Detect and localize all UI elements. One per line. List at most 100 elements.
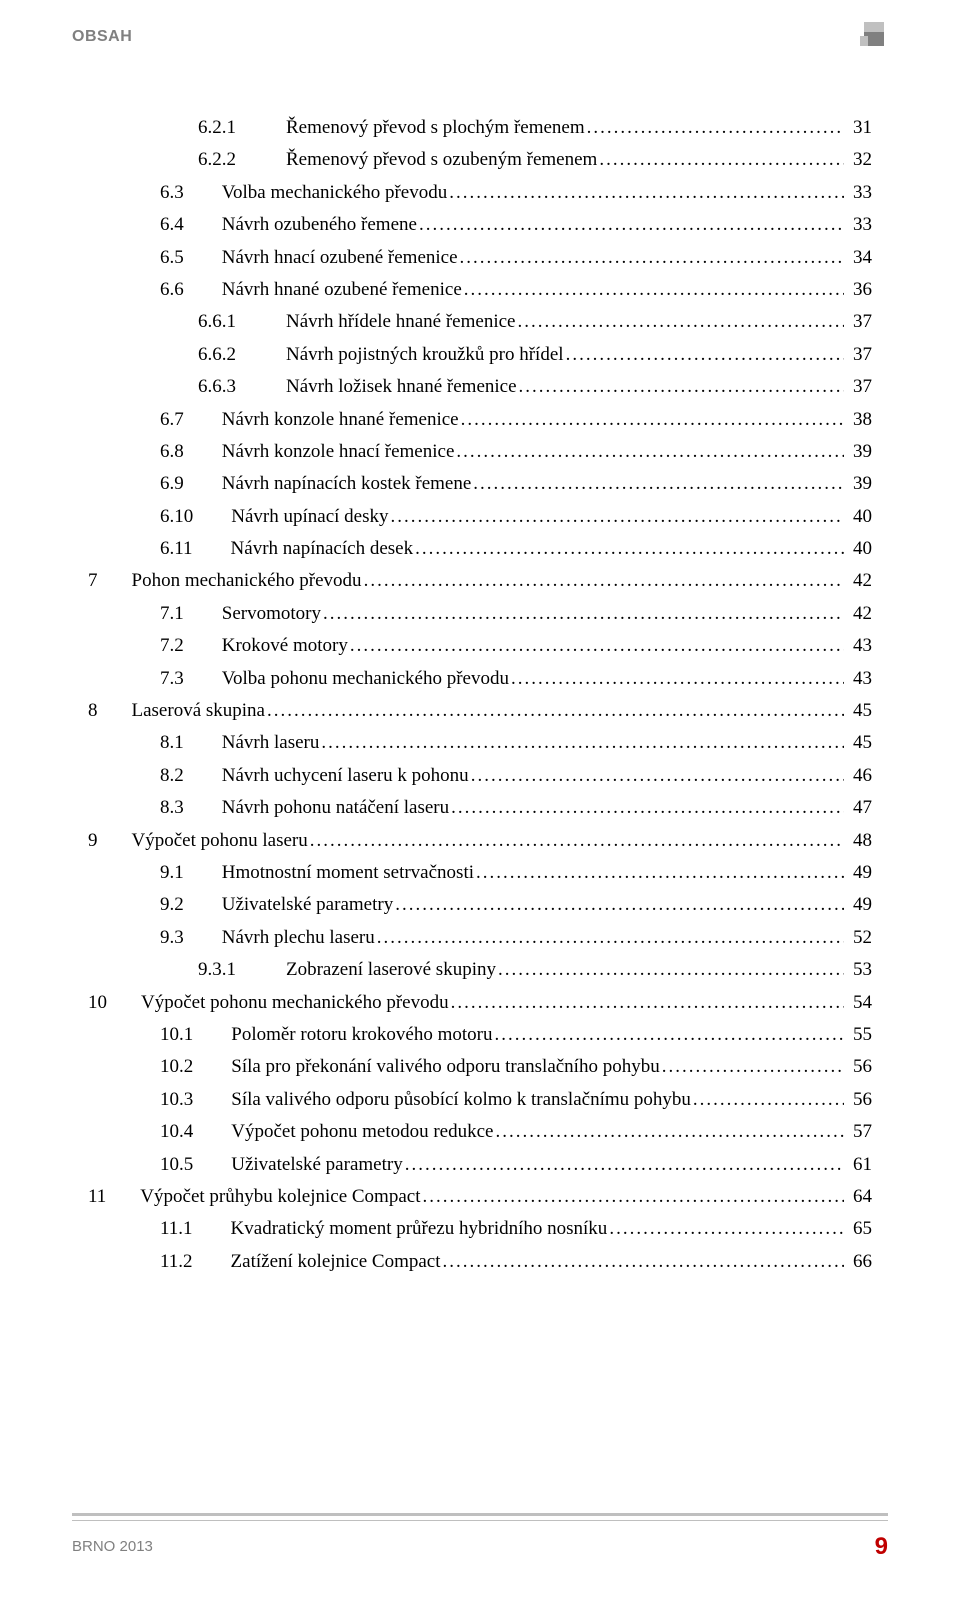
toc-entry-page: 54 bbox=[844, 993, 872, 1012]
toc-entry-title: Návrh uchycení laseru k pohonu bbox=[222, 766, 469, 785]
toc-entry-leader bbox=[607, 1219, 844, 1238]
toc-entry-title: Servomotory bbox=[222, 604, 321, 623]
toc-entry-page: 37 bbox=[844, 312, 872, 331]
toc-entry-page: 34 bbox=[844, 248, 872, 267]
toc-entry-title: Návrh upínací desky bbox=[231, 507, 388, 526]
toc-entry-title: Návrh ložisek hnané řemenice bbox=[286, 377, 517, 396]
toc-entry-number: 6.8 bbox=[160, 442, 184, 461]
toc-entry: 6.6Návrh hnané ozubené řemenice36 bbox=[88, 280, 872, 299]
toc-entry-number: 9.3.1 bbox=[198, 960, 236, 979]
toc-entry-leader bbox=[471, 474, 844, 493]
toc-entry-number: 7.2 bbox=[160, 636, 184, 655]
toc-entry-number: 10.5 bbox=[160, 1155, 193, 1174]
toc-entry-number: 9.1 bbox=[160, 863, 184, 882]
toc-entry: 11Výpočet průhybu kolejnice Compact64 bbox=[88, 1187, 872, 1206]
toc-entry-leader bbox=[509, 669, 844, 688]
toc-entry-leader bbox=[362, 571, 844, 590]
toc-entry-leader bbox=[441, 1252, 844, 1271]
toc-entry: 8.1 Návrh laseru 45 bbox=[88, 733, 872, 752]
toc-entry-page: 66 bbox=[844, 1252, 872, 1271]
toc-entry: 9.2 Uživatelské parametry 49 bbox=[88, 895, 872, 914]
toc-entry: 6.11Návrh napínacích desek40 bbox=[88, 539, 872, 558]
toc-entry-title: Volba mechanického převodu bbox=[222, 183, 447, 202]
toc-entry-number: 7.1 bbox=[160, 604, 184, 623]
toc-entry-number: 9 bbox=[88, 831, 98, 850]
toc-entry-leader bbox=[265, 701, 844, 720]
toc-entry-title: Výpočet pohonu mechanického převodu bbox=[141, 993, 449, 1012]
toc-entry: 9.1Hmotnostní moment setrvačnosti49 bbox=[88, 863, 872, 882]
toc-entry-number: 8.1 bbox=[160, 733, 184, 752]
toc-entry-title: Hmotnostní moment setrvačnosti bbox=[222, 863, 474, 882]
toc-entry: 8Laserová skupina45 bbox=[88, 701, 872, 720]
toc-entry-number: 6.5 bbox=[160, 248, 184, 267]
toc-entry-page: 43 bbox=[844, 669, 872, 688]
toc-entry-number: 8 bbox=[88, 701, 98, 720]
toc-entry-leader bbox=[375, 928, 844, 947]
toc-entry-title: Pohon mechanického převodu bbox=[132, 571, 362, 590]
header-title: OBSAH bbox=[72, 28, 888, 46]
toc-entry-number: 11.1 bbox=[160, 1219, 193, 1238]
toc-entry-number: 6.4 bbox=[160, 215, 184, 234]
toc-entry-number: 9.3 bbox=[160, 928, 184, 947]
toc-entry-page: 48 bbox=[844, 831, 872, 850]
toc-entry-page: 49 bbox=[844, 895, 872, 914]
toc-entry-title: Výpočet pohonu metodou redukce bbox=[231, 1122, 493, 1141]
toc-entry-title: Řemenový převod s plochým řemenem bbox=[286, 118, 585, 137]
toc-entry: 9Výpočet pohonu laseru48 bbox=[88, 831, 872, 850]
toc-entry-title: Volba pohonu mechanického převodu bbox=[222, 669, 509, 688]
toc-entry: 6.6.1Návrh hřídele hnané řemenice37 bbox=[88, 312, 872, 331]
toc-entry-title: Návrh pojistných kroužků pro hřídel bbox=[286, 345, 564, 364]
toc-entry-number: 9.2 bbox=[160, 895, 184, 914]
toc-entry-number: 7.3 bbox=[160, 669, 184, 688]
toc-entry-page: 55 bbox=[844, 1025, 872, 1044]
toc-entry-page: 53 bbox=[844, 960, 872, 979]
toc-entry-title: Návrh konzole hnací řemenice bbox=[222, 442, 455, 461]
toc-entry-page: 36 bbox=[844, 280, 872, 299]
toc-entry-leader bbox=[447, 183, 844, 202]
toc-entry-page: 64 bbox=[844, 1187, 872, 1206]
toc-entry-page: 33 bbox=[844, 215, 872, 234]
toc-entry-title: Uživatelské parametry bbox=[222, 895, 393, 914]
toc-entry-number: 6.2.1 bbox=[198, 118, 236, 137]
toc-entry-leader bbox=[403, 1155, 844, 1174]
toc-entry-title: Krokové motory bbox=[222, 636, 348, 655]
toc-entry-title: Návrh pohonu natáčení laseru bbox=[222, 798, 449, 817]
toc-entry-leader bbox=[420, 1187, 844, 1206]
toc-entry-number: 10.1 bbox=[160, 1025, 193, 1044]
toc-entry: 10Výpočet pohonu mechanického převodu54 bbox=[88, 993, 872, 1012]
toc-entry-number: 6.9 bbox=[160, 474, 184, 493]
toc-entry-number: 11.2 bbox=[160, 1252, 193, 1271]
toc-entry-title: Síla valivého odporu působící kolmo k tr… bbox=[231, 1090, 691, 1109]
toc-entry-number: 6.6.3 bbox=[198, 377, 236, 396]
toc-entry-leader bbox=[517, 377, 844, 396]
toc-entry-number: 6.7 bbox=[160, 410, 184, 429]
toc-entry-page: 45 bbox=[844, 733, 872, 752]
toc-entry-leader bbox=[492, 1025, 844, 1044]
toc-entry-page: 37 bbox=[844, 377, 872, 396]
toc-entry-title: Návrh napínacích desek bbox=[231, 539, 414, 558]
toc-entry-title: Návrh hnané ozubené řemenice bbox=[222, 280, 462, 299]
toc-entry: 11.2Zatížení kolejnice Compact66 bbox=[88, 1252, 872, 1271]
toc-entry-page: 31 bbox=[844, 118, 872, 137]
toc-entry-number: 10.2 bbox=[160, 1057, 193, 1076]
toc-entry-leader bbox=[417, 215, 844, 234]
toc-entry: 6.6.2Návrh pojistných kroužků pro hřídel… bbox=[88, 345, 872, 364]
toc-entry: 10.3Síla valivého odporu působící kolmo … bbox=[88, 1090, 872, 1109]
toc-entry: 6.10Návrh upínací desky40 bbox=[88, 507, 872, 526]
toc-entry-leader bbox=[564, 345, 844, 364]
toc-entry: 7.2Krokové motory43 bbox=[88, 636, 872, 655]
toc-entry-title: Kvadratický moment průřezu hybridního no… bbox=[231, 1219, 608, 1238]
toc-entry-page: 57 bbox=[844, 1122, 872, 1141]
toc-entry: 6.8Návrh konzole hnací řemenice39 bbox=[88, 442, 872, 461]
toc-entry-number: 10.4 bbox=[160, 1122, 193, 1141]
toc-entry: 6.6.3 Návrh ložisek hnané řemenice 37 bbox=[88, 377, 872, 396]
page-header: OBSAH bbox=[0, 0, 960, 46]
toc-entry-title: Uživatelské parametry bbox=[231, 1155, 402, 1174]
toc-entry: 9.3.1Zobrazení laserové skupiny53 bbox=[88, 960, 872, 979]
toc-entry-title: Návrh laseru bbox=[222, 733, 320, 752]
toc-entry-leader bbox=[496, 960, 844, 979]
toc-entry: 8.2Návrh uchycení laseru k pohonu46 bbox=[88, 766, 872, 785]
toc-entry-leader bbox=[691, 1090, 844, 1109]
toc-entry-page: 37 bbox=[844, 345, 872, 364]
toc-entry-leader bbox=[319, 733, 844, 752]
